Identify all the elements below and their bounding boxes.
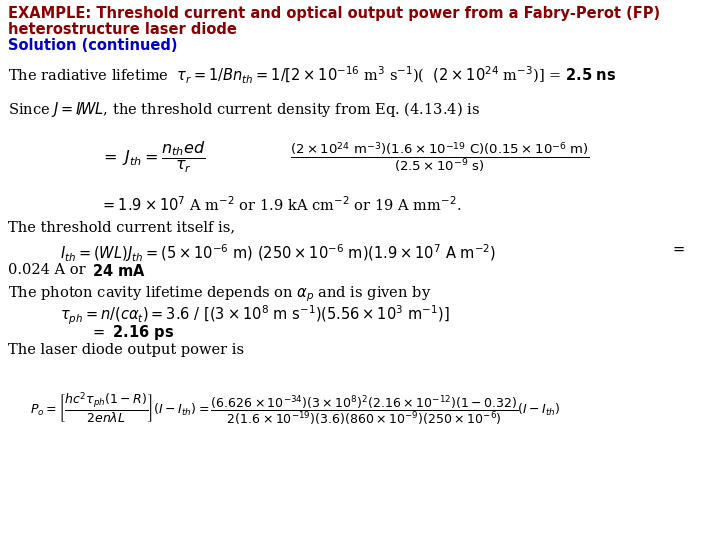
Text: The threshold current itself is,: The threshold current itself is, [8,220,235,234]
Text: $= \ J_{th} = \dfrac{n_{th}ed}{\tau_r}$: $= \ J_{th} = \dfrac{n_{th}ed}{\tau_r}$ [100,140,205,176]
Text: $I_{th} = (WL)J_{th} = (5\times10^{-6}\ \mathrm{m})\ (250\times10^{-6}\ \mathrm{: $I_{th} = (WL)J_{th} = (5\times10^{-6}\ … [60,242,496,264]
Text: EXAMPLE: Threshold current and optical output power from a Fabry-Perot (FP): EXAMPLE: Threshold current and optical o… [8,6,660,21]
Text: $P_o = \left[\dfrac{hc^2\tau_{ph}(1-R)}{2en\lambda L}\right](I-I_{th}) = \dfrac{: $P_o = \left[\dfrac{hc^2\tau_{ph}(1-R)}{… [30,390,561,427]
Text: $\tau_{ph} = n/(c\alpha_t) = 3.6\ /\ [(3\times10^8\ \mathrm{m\ s}^{-1})(5.56\tim: $\tau_{ph} = n/(c\alpha_t) = 3.6\ /\ [(3… [60,304,449,327]
Text: heterostructure laser diode: heterostructure laser diode [8,22,237,37]
Text: 0.024 A or: 0.024 A or [8,263,90,277]
Text: The radiative lifetime  $\tau_r = 1/Bn_{th}$$ = 1/[2\times10^{-16}$ m$^3$ s$^{-1: The radiative lifetime $\tau_r = 1/Bn_{t… [8,65,616,86]
Text: $= \ \mathbf{2.16\ ps}$: $= \ \mathbf{2.16\ ps}$ [90,323,174,342]
Text: $\dfrac{(2\times10^{24}\ \mathrm{m}^{-3})(1.6\times10^{-19}\ \mathrm{C})(0.15\ti: $\dfrac{(2\times10^{24}\ \mathrm{m}^{-3}… [290,140,590,174]
Text: Solution (continued): Solution (continued) [8,38,178,53]
Text: $=$: $=$ [670,242,685,256]
Text: The laser diode output power is: The laser diode output power is [8,343,244,357]
Text: The photon cavity lifetime depends on $\alpha_p$ and is given by: The photon cavity lifetime depends on $\… [8,284,431,303]
Text: Since $J = I\!/\!WL$, the threshold current density from Eq. (4.13.4) is: Since $J = I\!/\!WL$, the threshold curr… [8,100,480,119]
Text: $\mathbf{24\ mA}$: $\mathbf{24\ mA}$ [92,263,145,279]
Text: $= 1.9\times10^7$ A m$^{-2}$ or 1.9 kA cm$^{-2}$ or 19 A mm$^{-2}$.: $= 1.9\times10^7$ A m$^{-2}$ or 1.9 kA c… [100,195,462,214]
